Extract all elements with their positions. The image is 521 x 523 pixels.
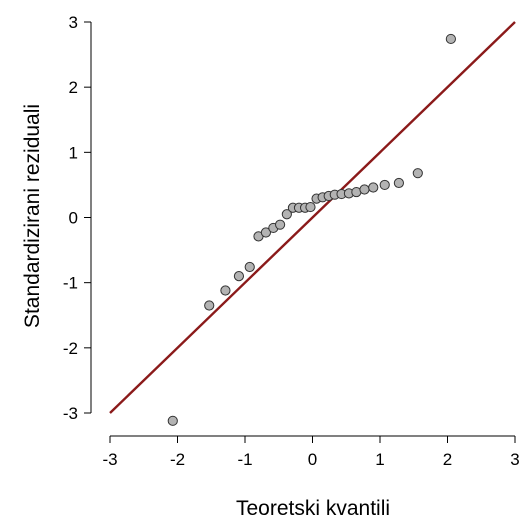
y-tick-label: 1 (69, 143, 78, 162)
x-tick-label: 0 (308, 450, 317, 469)
data-point (168, 416, 177, 425)
data-point (360, 185, 369, 194)
y-tick-label: -3 (63, 404, 78, 423)
data-point (234, 272, 243, 281)
x-axis-title: Teoretski kvantili (236, 497, 390, 520)
data-point (413, 169, 422, 178)
data-point (245, 262, 254, 271)
y-tick-label: 3 (69, 13, 78, 32)
data-point (380, 180, 389, 189)
y-tick-label: 0 (69, 209, 78, 228)
data-point (446, 34, 455, 43)
y-tick-label: 2 (69, 78, 78, 97)
data-point (276, 220, 285, 229)
reference-line-group (110, 22, 515, 413)
x-tick-label: 1 (375, 450, 384, 469)
x-tick-label: -1 (237, 450, 252, 469)
x-tick-label: -2 (170, 450, 185, 469)
x-tick-label: 2 (443, 450, 452, 469)
y-axis-title: Standardizirani reziduali (21, 104, 44, 328)
y-axis: -3 -2 -1 0 1 2 3 (63, 13, 91, 423)
data-points (168, 34, 455, 425)
y-tick-label: -1 (63, 274, 78, 293)
data-point (306, 202, 315, 211)
data-point (369, 183, 378, 192)
x-axis: -3 -2 -1 0 1 2 3 (102, 436, 519, 469)
y-tick-label: -2 (63, 339, 78, 358)
x-tick-label: 3 (510, 450, 519, 469)
data-point (394, 178, 403, 187)
qq-reference-line (110, 22, 515, 413)
data-point (205, 301, 214, 310)
data-point (221, 286, 230, 295)
x-tick-label: -3 (102, 450, 117, 469)
